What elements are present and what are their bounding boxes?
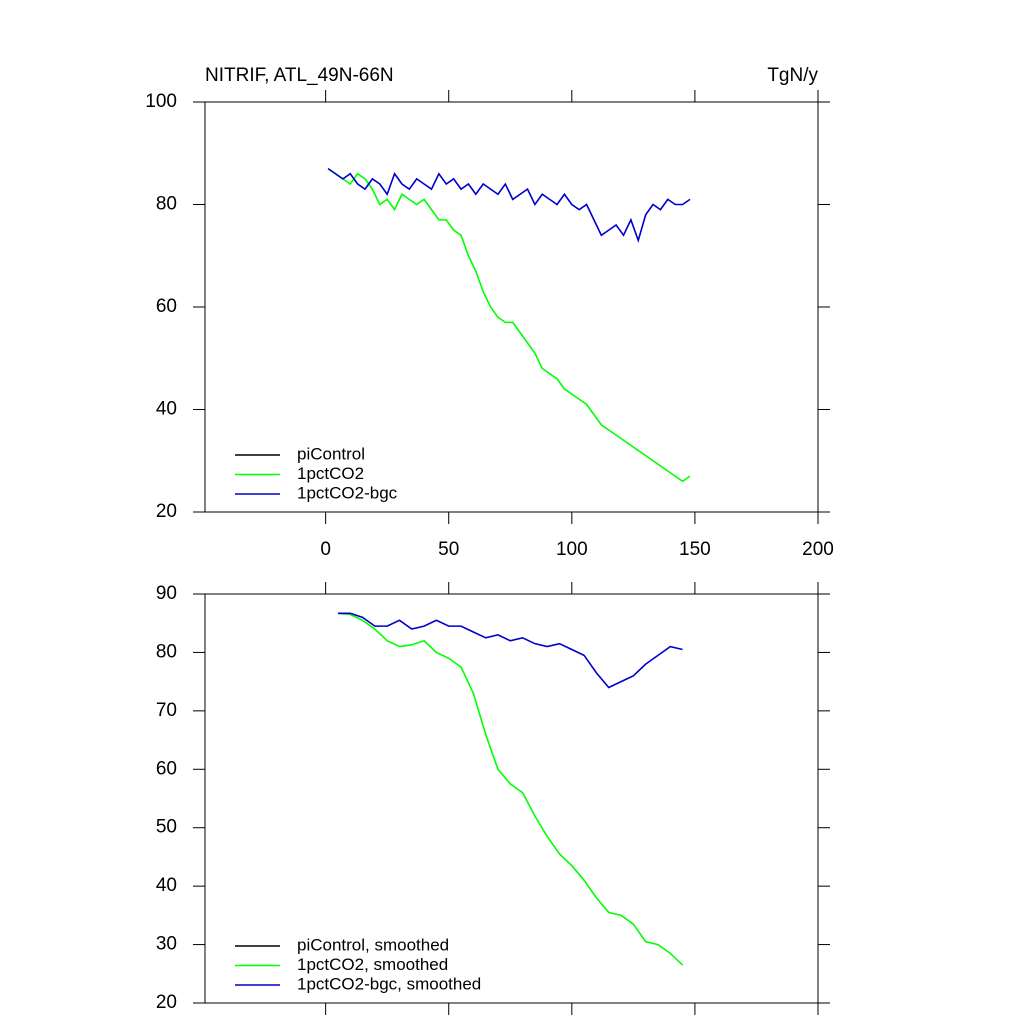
y-tick-label: 70 bbox=[156, 700, 177, 721]
y-tick-label: 40 bbox=[156, 875, 177, 896]
y-tick-label: 100 bbox=[145, 91, 177, 112]
legend-label: 1pctCO2-bgc bbox=[297, 483, 398, 502]
y-tick-label: 40 bbox=[156, 399, 177, 420]
x-tick-label: 200 bbox=[802, 539, 834, 560]
x-tick-label: 100 bbox=[556, 539, 588, 560]
chart-title: NITRIF, ATL_49N-66N bbox=[205, 65, 394, 86]
x-tick-label: 50 bbox=[438, 539, 459, 560]
data-line bbox=[327, 167, 691, 243]
y-tick-label: 30 bbox=[156, 934, 177, 955]
x-tick-label: 0 bbox=[320, 539, 331, 560]
y-tick-label: 50 bbox=[156, 817, 177, 838]
y-tick-label: 80 bbox=[156, 194, 177, 215]
y-tick-label: 60 bbox=[156, 758, 177, 779]
x-tick-label: 150 bbox=[679, 539, 711, 560]
y-tick-label: 90 bbox=[156, 583, 177, 604]
y-tick-label: 80 bbox=[156, 641, 177, 662]
y-tick-label: 60 bbox=[156, 296, 177, 317]
legend-label: 1pctCO2, smoothed bbox=[297, 955, 448, 974]
legend-label: 1pctCO2-bgc, smoothed bbox=[297, 974, 481, 993]
units-label: TgN/y bbox=[767, 65, 818, 86]
legend-label: piControl, smoothed bbox=[297, 935, 449, 954]
data-line bbox=[327, 167, 691, 483]
data-line bbox=[337, 612, 683, 689]
data-line bbox=[337, 612, 684, 966]
plot-frame bbox=[204, 593, 819, 1004]
y-tick-label: 20 bbox=[156, 501, 177, 522]
legend-label: piControl bbox=[297, 444, 365, 463]
legend-label: 1pctCO2 bbox=[297, 464, 364, 483]
y-tick-label: 20 bbox=[156, 992, 177, 1013]
